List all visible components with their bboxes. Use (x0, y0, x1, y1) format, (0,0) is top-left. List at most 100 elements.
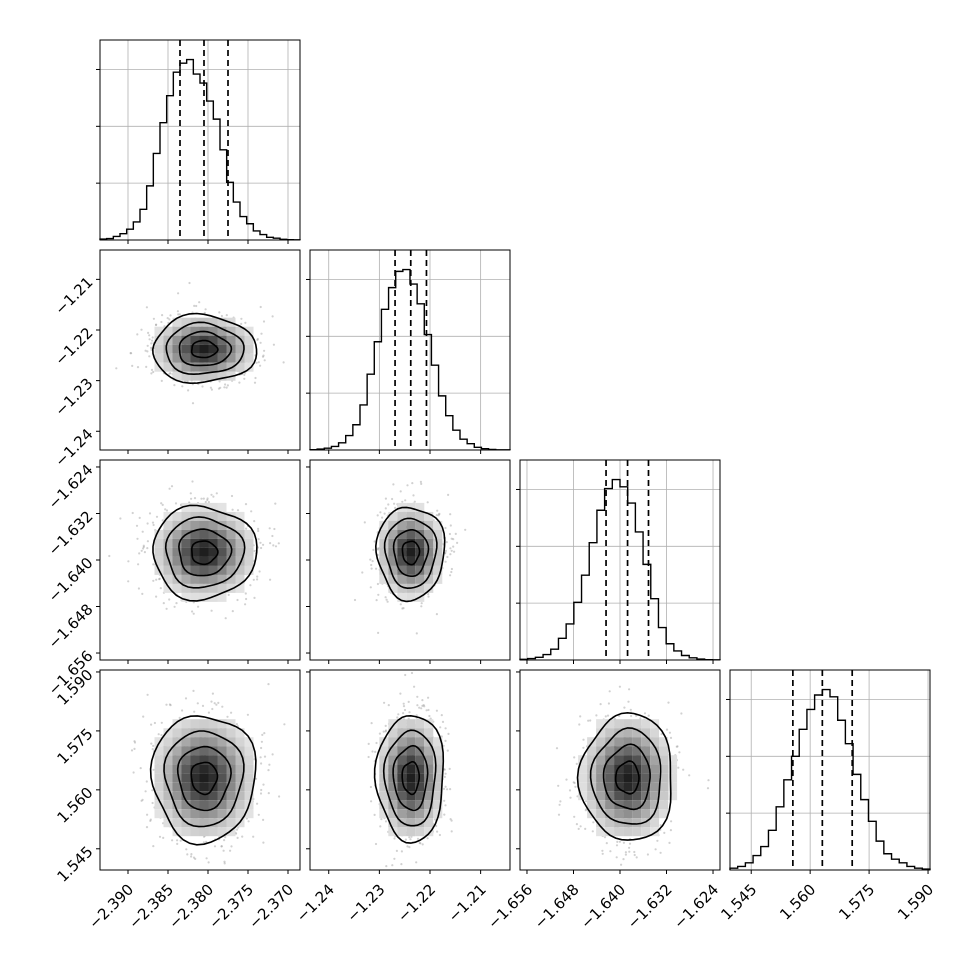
sample-point (152, 371, 154, 373)
sample-point (267, 683, 269, 685)
sample-point (152, 522, 154, 524)
sample-point (273, 344, 275, 346)
sample-point (186, 853, 188, 855)
sample-point (377, 514, 379, 516)
sample-point (152, 563, 154, 565)
sample-point (385, 865, 387, 867)
sample-point (260, 762, 262, 764)
sample-point (243, 374, 245, 376)
sample-point (211, 708, 213, 710)
sample-point (150, 372, 152, 374)
sample-point (262, 784, 264, 786)
sample-point (427, 709, 429, 711)
sample-point (212, 496, 214, 498)
sample-point (253, 597, 255, 599)
sample-point (248, 820, 250, 822)
sample-point (136, 333, 138, 335)
sample-point (421, 699, 423, 701)
hist-panel-1 (306, 250, 510, 450)
sample-point (151, 789, 153, 791)
sample-point (379, 511, 381, 513)
sample-point (437, 514, 439, 516)
sample-point (445, 727, 447, 729)
sample-point (152, 802, 154, 804)
sample-point (192, 402, 194, 404)
sample-point (414, 501, 416, 503)
sample-point (229, 850, 231, 852)
density-cell (182, 809, 191, 818)
sample-point (268, 792, 270, 794)
density-cell (209, 800, 218, 809)
sample-point (402, 712, 404, 714)
density-cell (245, 773, 254, 782)
sample-point (141, 800, 143, 802)
sample-point (149, 338, 151, 340)
density-cell (182, 719, 191, 728)
sample-point (447, 494, 449, 496)
density-cell (379, 539, 388, 548)
sample-point (243, 378, 245, 380)
sample-point (131, 365, 133, 367)
sample-point (403, 703, 405, 705)
density-cell (236, 800, 245, 809)
scatter-panel-2-1 (310, 460, 510, 660)
sample-point (147, 522, 149, 524)
sample-point (449, 574, 451, 576)
sample-point (147, 345, 149, 347)
sample-point (136, 525, 138, 527)
sample-point (142, 547, 144, 549)
sample-point (155, 579, 157, 581)
sample-point (380, 818, 382, 820)
sample-point (416, 632, 418, 634)
scatter-panel-3-1 (310, 670, 510, 870)
sample-point (190, 855, 192, 857)
sample-point (392, 483, 394, 485)
density-cell (200, 363, 209, 372)
density-cell (191, 719, 200, 728)
sample-point (393, 503, 395, 505)
sample-point (203, 841, 205, 843)
sample-point (421, 602, 423, 604)
sample-point (262, 842, 264, 844)
density-cell (245, 345, 254, 354)
sample-point (427, 596, 429, 598)
density-cell (173, 728, 182, 737)
density-cell (191, 809, 200, 818)
sample-point (231, 495, 233, 497)
sample-point (283, 723, 285, 725)
sample-point (383, 731, 385, 733)
density-cell (155, 764, 164, 773)
sample-point (415, 861, 417, 863)
scatter-panel-3-0 (100, 670, 300, 870)
sample-point (385, 820, 387, 822)
density-cell (191, 354, 200, 363)
sample-point (434, 818, 436, 820)
sample-point (200, 498, 202, 500)
sample-point (260, 333, 262, 335)
sample-point (146, 350, 148, 352)
density-cell (388, 539, 397, 548)
density-cell (173, 530, 182, 539)
sample-point (131, 749, 133, 751)
sample-point (427, 837, 429, 839)
sample-point (450, 818, 452, 820)
sample-point (400, 490, 402, 492)
density-cell (191, 521, 200, 530)
density-cell (379, 548, 388, 557)
sample-point (408, 711, 410, 713)
sample-point (420, 483, 422, 485)
density-cell (191, 827, 200, 836)
sample-point (403, 705, 405, 707)
sample-point (171, 485, 173, 487)
sample-point (193, 711, 195, 713)
sample-point (201, 385, 203, 387)
sample-point (269, 527, 271, 529)
sample-point (187, 389, 189, 391)
sample-point (206, 857, 208, 859)
density-cell (406, 521, 415, 530)
sample-point (441, 714, 443, 716)
sample-point (149, 820, 151, 822)
hist-panel-0 (96, 40, 300, 240)
density-cell (182, 575, 191, 584)
sample-point (250, 510, 252, 512)
